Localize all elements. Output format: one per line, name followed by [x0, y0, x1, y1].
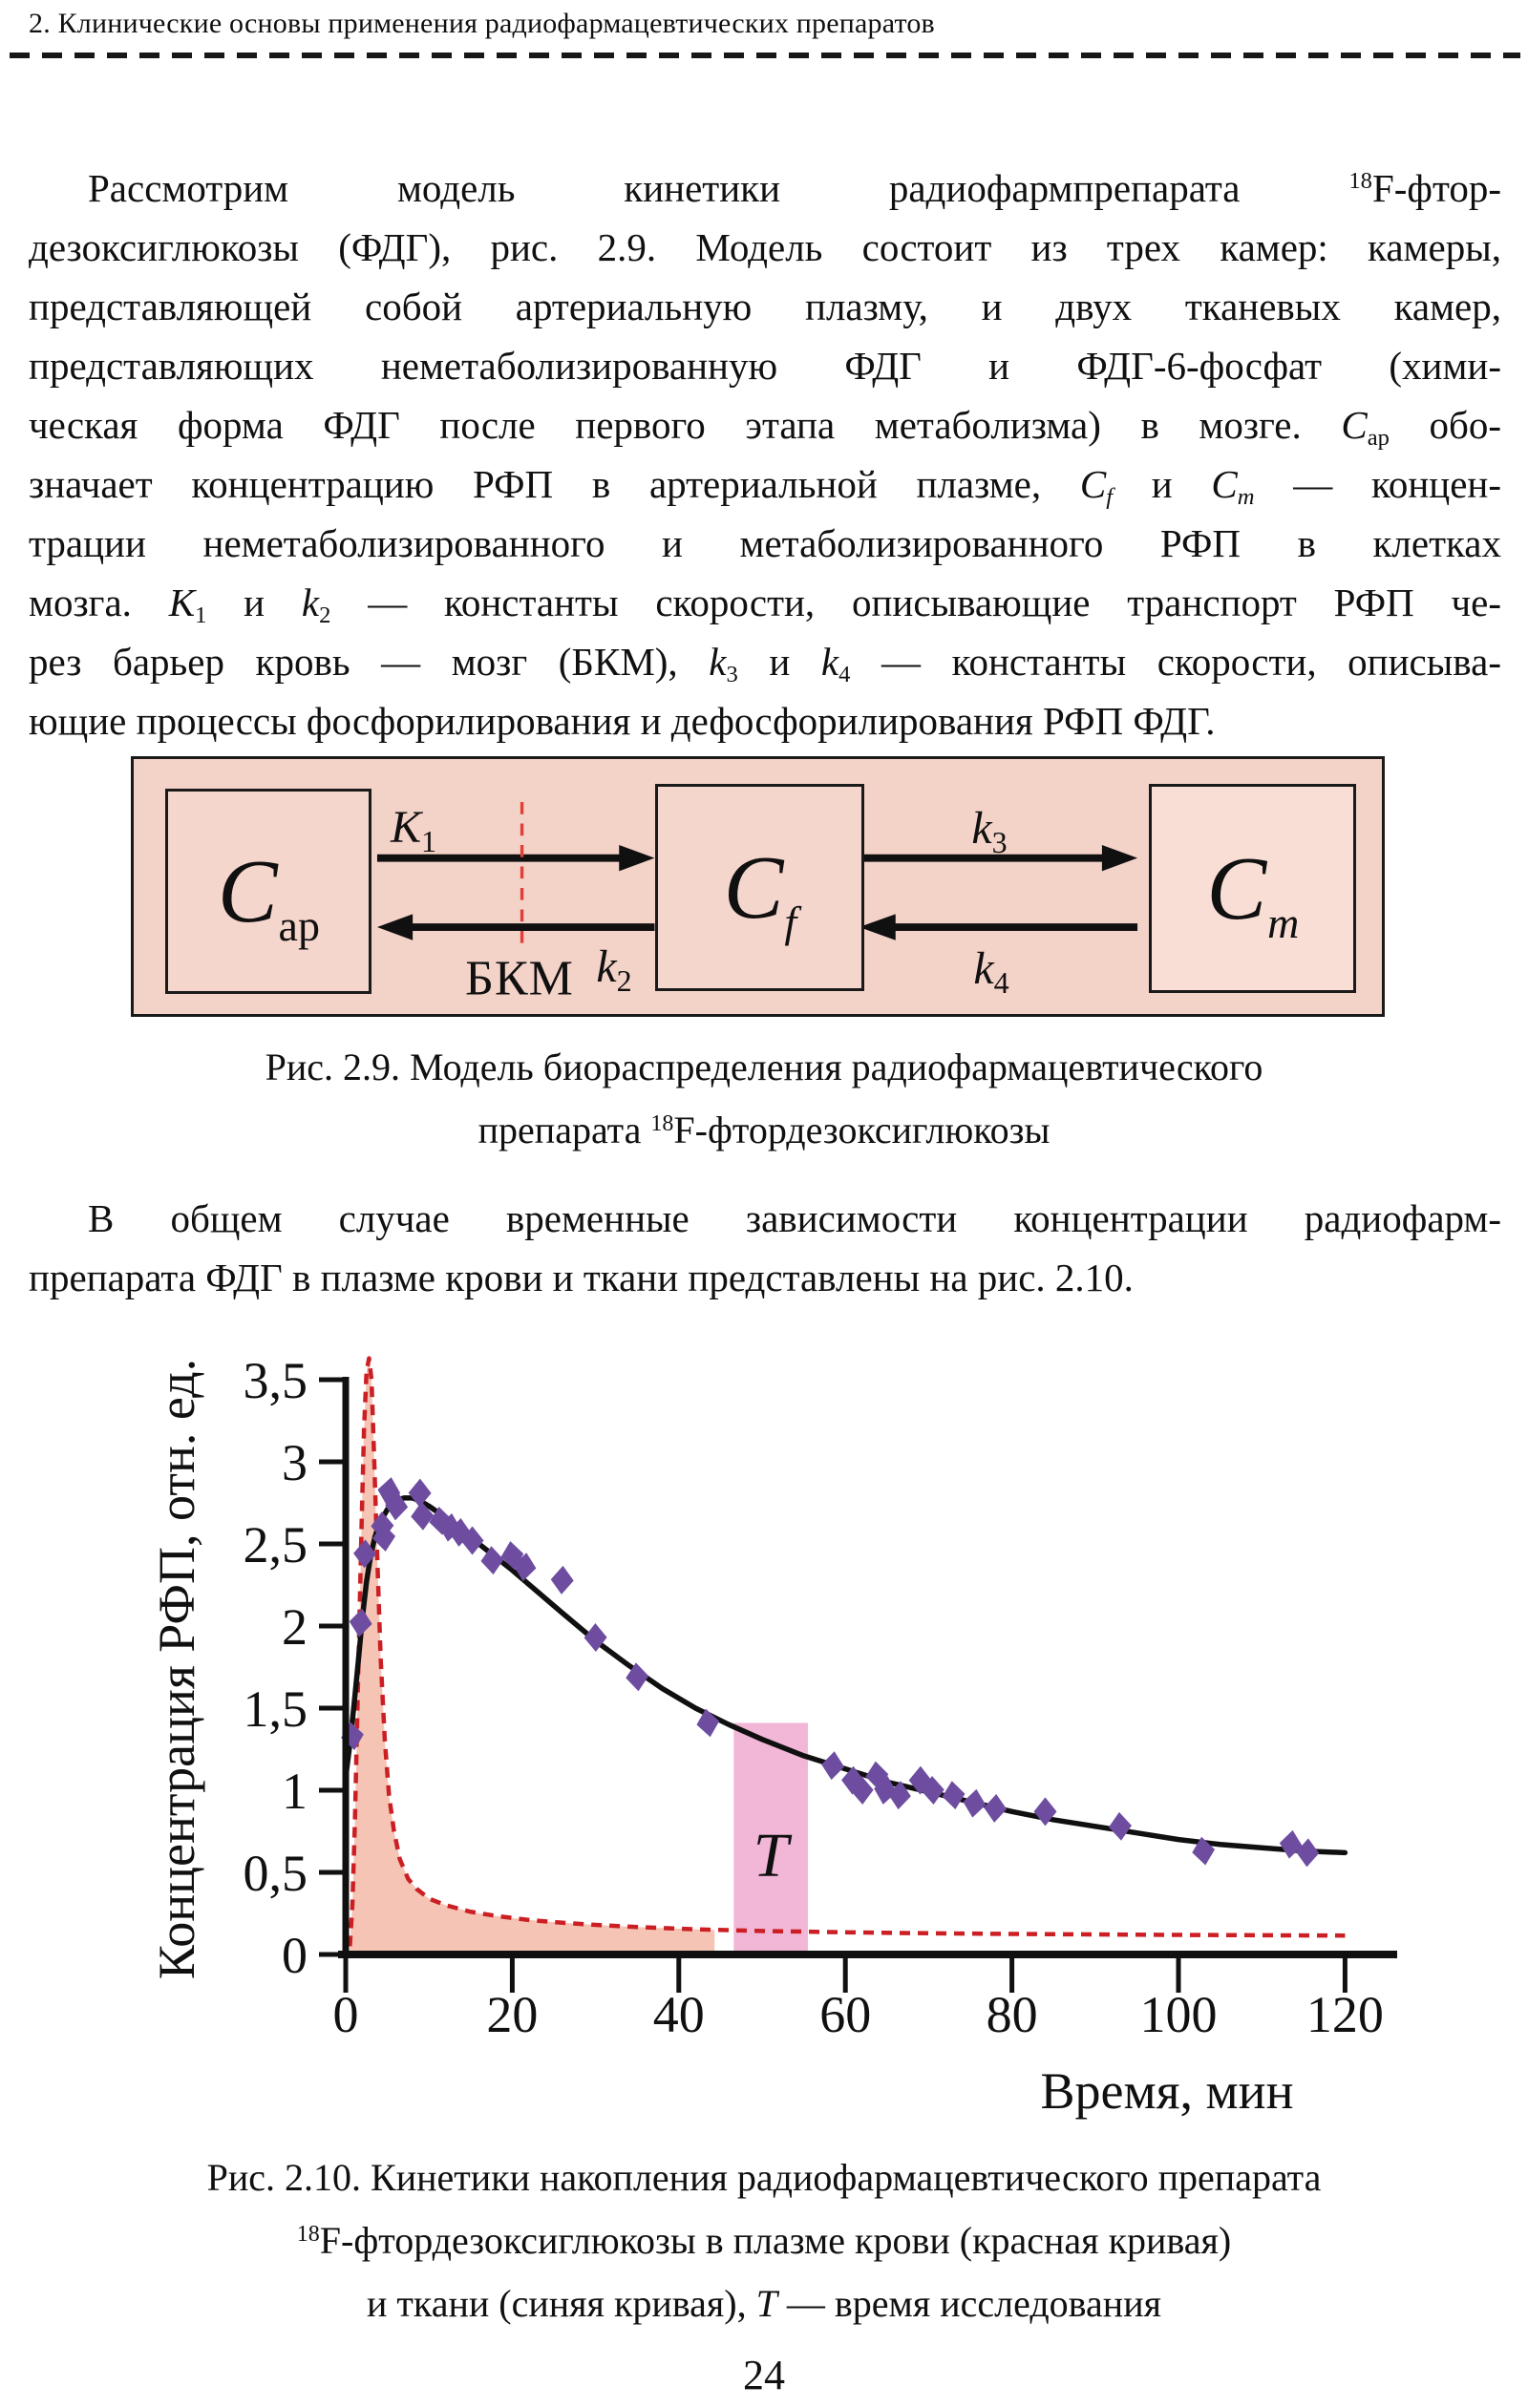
paragraph-2-line: В общем случае временные зависимости кон…: [88, 1196, 1501, 1240]
paragraph-1-line: дезоксиглюкозы (ФДГ), рис. 2.9. Модель с…: [29, 225, 1501, 269]
data-point-diamond: [921, 1776, 944, 1805]
study-time-band: [733, 1722, 808, 1957]
box-label-sub: m: [1267, 898, 1300, 948]
page-header-title: 2. Клинические основы применения радиофа…: [29, 8, 935, 39]
data-point-diamond: [874, 1776, 897, 1805]
paragraph-2: В общем случае временные зависимости кон…: [29, 1189, 1501, 1307]
box-label-sub: ар: [278, 901, 320, 951]
paragraph-1: Рассмотрим модель кинетики радиофармпреп…: [29, 158, 1501, 750]
paragraph-1-line: мозга. K1 и k2 — константы скорости, опи…: [29, 581, 1502, 628]
arrow-k2-head: [376, 914, 414, 940]
y-tick-label: 1: [282, 1763, 308, 1820]
x-axis-title: Время, мин: [1041, 2062, 1294, 2120]
paragraph-1-line: ющие процессы фосфорилирования и дефосфо…: [29, 699, 1216, 743]
y-axis-title: Концентрация РФП, отн. ед.: [148, 1359, 205, 1979]
x-tick-label: 60: [819, 1986, 871, 2043]
diagram-arrows-layer: [376, 801, 1138, 951]
data-point-diamond: [408, 1478, 432, 1508]
data-point-diamond: [349, 1608, 372, 1637]
data-point-diamond: [550, 1565, 574, 1595]
rate-constant-k4: k4: [973, 943, 1009, 1000]
paragraph-1-line: представляющих неметаболизированную ФДГ …: [29, 344, 1501, 388]
figure-2-9-diagram: Сар Cf Cm K1 k3 k2 k4 БКМ: [131, 756, 1385, 1017]
paragraph-1-line: Рассмотрим модель кинетики радиофармпреп…: [88, 166, 1501, 210]
data-point-diamond: [438, 1512, 461, 1542]
data-point-diamond: [696, 1708, 720, 1738]
compartment-box-metabolized-fdg: Cm: [1149, 784, 1356, 993]
data-point-diamond: [448, 1517, 472, 1547]
data-point-diamond: [1296, 1838, 1320, 1868]
plasma-curve: [348, 1356, 1346, 1947]
data-point-diamond: [372, 1523, 396, 1553]
y-tick-label: 3,5: [244, 1352, 308, 1409]
data-point-diamond: [480, 1546, 504, 1575]
compartment-box-free-fdg: Cf: [655, 784, 864, 991]
data-point-diamond: [411, 1501, 435, 1531]
data-point-diamond: [887, 1781, 911, 1810]
caption-line: 18F-фтордезоксиглюкозы в плазме крови (к…: [296, 2219, 1232, 2262]
paragraph-1-line: трации неметаболизированного и метаболиз…: [29, 521, 1501, 565]
data-point-diamond: [1108, 1811, 1132, 1841]
figure-2-9-caption: Рис. 2.9. Модель биораспределения радиоф…: [0, 1036, 1528, 1162]
data-point-diamond: [1033, 1797, 1057, 1827]
rate-constant-k1: K1: [390, 802, 437, 858]
tissue-curve: [343, 1495, 1348, 1856]
x-tick-label: 0: [333, 1986, 359, 2043]
y-tick-label: 0: [282, 1927, 308, 1984]
data-point-diamond: [963, 1788, 987, 1818]
rate-constant-k3: k3: [971, 803, 1008, 859]
data-point-diamond: [460, 1526, 484, 1555]
box-label-c: C: [1206, 838, 1267, 939]
bbb-label: БКМ: [465, 951, 574, 1006]
paragraph-1-line: значает концентрацию РФП в артериальной …: [29, 462, 1502, 510]
compartment-box-arterial-plasma: Сар: [165, 789, 371, 994]
arrow-k1-head: [619, 844, 655, 872]
data-point-diamond: [1279, 1829, 1303, 1859]
box-label-c: С: [217, 841, 278, 941]
arrow-k4-head: [859, 914, 896, 940]
data-point-diamond: [984, 1793, 1008, 1823]
x-tick-label: 100: [1140, 1986, 1218, 2043]
data-point-diamond: [513, 1553, 537, 1581]
data-point-diamond: [841, 1765, 865, 1795]
data-point-diamond: [908, 1765, 932, 1795]
paragraph-1-line: представляющей собой артериальную плазму…: [29, 285, 1501, 328]
data-point-diamond: [1192, 1836, 1216, 1866]
x-tick-label: 40: [653, 1986, 705, 2043]
data-point-diamond: [353, 1539, 377, 1569]
y-tick-label: 1,5: [244, 1680, 308, 1738]
plasma-fill-area: [350, 1358, 715, 1954]
x-tick-label: 20: [486, 1986, 538, 2043]
data-point-diamond: [821, 1751, 845, 1781]
paragraph-1-line: ческая форма ФДГ после первого этапа мет…: [29, 403, 1501, 451]
data-point-diamond: [584, 1623, 607, 1653]
data-point-diamond: [942, 1781, 966, 1810]
page-number: 24: [743, 2352, 785, 2398]
figure-2-10-caption: Рис. 2.10. Кинетики накопления радиофарм…: [0, 2146, 1528, 2335]
rate-constant-k2: k2: [596, 941, 632, 998]
data-point-diamond: [850, 1776, 874, 1805]
y-tick-label: 2: [282, 1598, 308, 1656]
y-tick-label: 0,5: [244, 1845, 308, 1902]
header-dashed-rule: [10, 53, 1520, 58]
caption-line: и ткани (синяя кривая), T — время исслед…: [366, 2282, 1162, 2325]
x-tick-label: 80: [987, 1986, 1038, 2043]
caption-line: препарата 18F-фтордезоксиглюкозы: [478, 1109, 1050, 1151]
y-tick-label: 2,5: [244, 1516, 308, 1574]
caption-line: Рис. 2.9. Модель биораспределения радиоф…: [265, 1046, 1263, 1088]
data-point-diamond: [385, 1491, 409, 1521]
x-tick-label: 120: [1306, 1986, 1384, 2043]
box-label-sub: f: [784, 898, 797, 947]
box-label-c: C: [723, 837, 784, 938]
paragraph-2-line: препарата ФДГ в плазме крови и ткани пре…: [29, 1256, 1134, 1299]
caption-line: Рис. 2.10. Кинетики накопления радиофарм…: [206, 2156, 1322, 2199]
y-tick-label: 3: [282, 1434, 308, 1491]
study-time-label: T: [753, 1821, 793, 1890]
data-point-diamond: [377, 1477, 401, 1506]
arrow-k3-head: [1101, 844, 1138, 872]
data-point-diamond: [626, 1662, 649, 1692]
paragraph-1-line: рез барьер кровь — мозг (БКМ), k3 и k4 —…: [29, 640, 1501, 687]
